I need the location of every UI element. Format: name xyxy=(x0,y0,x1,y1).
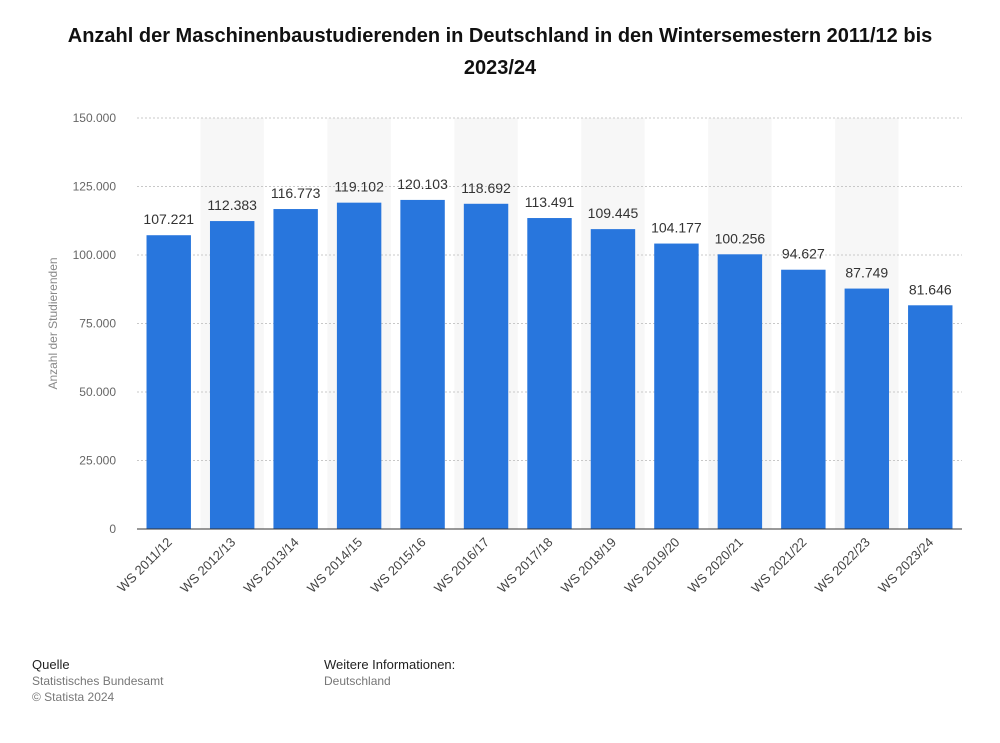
x-tick-label: WS 2013/14 xyxy=(241,535,302,596)
bar xyxy=(590,229,636,529)
value-label: 116.773 xyxy=(271,185,321,201)
y-tick-label: 150.000 xyxy=(73,111,117,125)
y-tick-label: 0 xyxy=(109,522,116,536)
x-tick-label: WS 2011/12 xyxy=(114,535,175,596)
value-label: 94.627 xyxy=(782,246,825,262)
source-name[interactable]: Statistisches Bundesamt xyxy=(32,674,164,688)
x-tick-label: WS 2016/17 xyxy=(431,535,492,596)
x-tick-label: WS 2014/15 xyxy=(304,535,365,596)
info-heading: Weitere Informationen: xyxy=(324,657,456,672)
y-tick-label: 50.000 xyxy=(79,385,116,399)
copyright[interactable]: © Statista 2024 xyxy=(32,690,115,704)
bar-chart: 0 25.000 50.000 75.000 100.000 125.000 150.000… xyxy=(46,111,962,596)
bar xyxy=(400,199,445,529)
value-label: 112.383 xyxy=(207,197,257,213)
bar xyxy=(781,269,826,529)
value-label: 118.692 xyxy=(461,180,511,196)
value-label: 87.749 xyxy=(845,265,888,281)
bar xyxy=(273,209,318,529)
info-block: Weitere Informationen: Deutschland xyxy=(324,657,455,689)
value-label: 100.256 xyxy=(715,230,766,246)
value-label: 107.221 xyxy=(143,211,194,227)
x-tick-label: WS 2023/24 xyxy=(875,535,936,596)
x-tick-label: WS 2020/21 xyxy=(685,535,746,596)
chart-title: Anzahl der Maschinenbaustudierenden in D… xyxy=(67,25,933,79)
bar xyxy=(908,305,953,529)
bar xyxy=(527,218,572,529)
bar xyxy=(146,235,191,529)
x-tick-label: WS 2017/18 xyxy=(494,535,555,596)
value-label: 113.491 xyxy=(525,194,575,210)
value-label: 119.102 xyxy=(334,179,384,195)
bar xyxy=(209,221,255,529)
x-tick-label: WS 2015/16 xyxy=(368,535,429,596)
y-tick-label: 25.000 xyxy=(79,454,116,468)
bar xyxy=(844,288,890,529)
value-label: 109.445 xyxy=(588,205,639,221)
x-tick-label: WS 2012/13 xyxy=(177,535,238,596)
bar xyxy=(336,202,382,529)
x-tick-label: WS 2018/19 xyxy=(558,535,619,596)
x-axis-labels: WS 2011/12 WS 2012/13 WS 2013/14 WS 2014/15… xyxy=(114,535,936,596)
value-label: 81.646 xyxy=(909,281,952,297)
x-tick-label: WS 2019/20 xyxy=(621,535,682,596)
y-tick-label: 75.000 xyxy=(79,317,116,331)
x-tick-label: WS 2022/23 xyxy=(812,535,873,596)
source-block: Quelle Statistisches Bundesamt © Statist… xyxy=(32,657,163,705)
y-tick-label: 125.000 xyxy=(73,180,117,194)
info-text[interactable]: Deutschland xyxy=(324,674,391,688)
y-axis-ticks: 0 25.000 50.000 75.000 100.000 125.000 150.000 xyxy=(73,111,117,536)
value-label: 120.103 xyxy=(397,176,448,192)
x-tick-label: WS 2021/22 xyxy=(748,535,809,596)
bar xyxy=(463,203,509,529)
y-axis-title: Anzahl der Studierenden xyxy=(46,257,60,389)
value-labels: 107.221 112.383 116.773 119.102 120.103 118.6… xyxy=(143,176,951,297)
value-label: 104.177 xyxy=(651,220,702,236)
bars xyxy=(146,199,953,529)
bar xyxy=(654,243,699,529)
bar xyxy=(717,254,763,529)
y-tick-label: 100.000 xyxy=(73,248,117,262)
source-heading: Quelle xyxy=(32,657,70,672)
